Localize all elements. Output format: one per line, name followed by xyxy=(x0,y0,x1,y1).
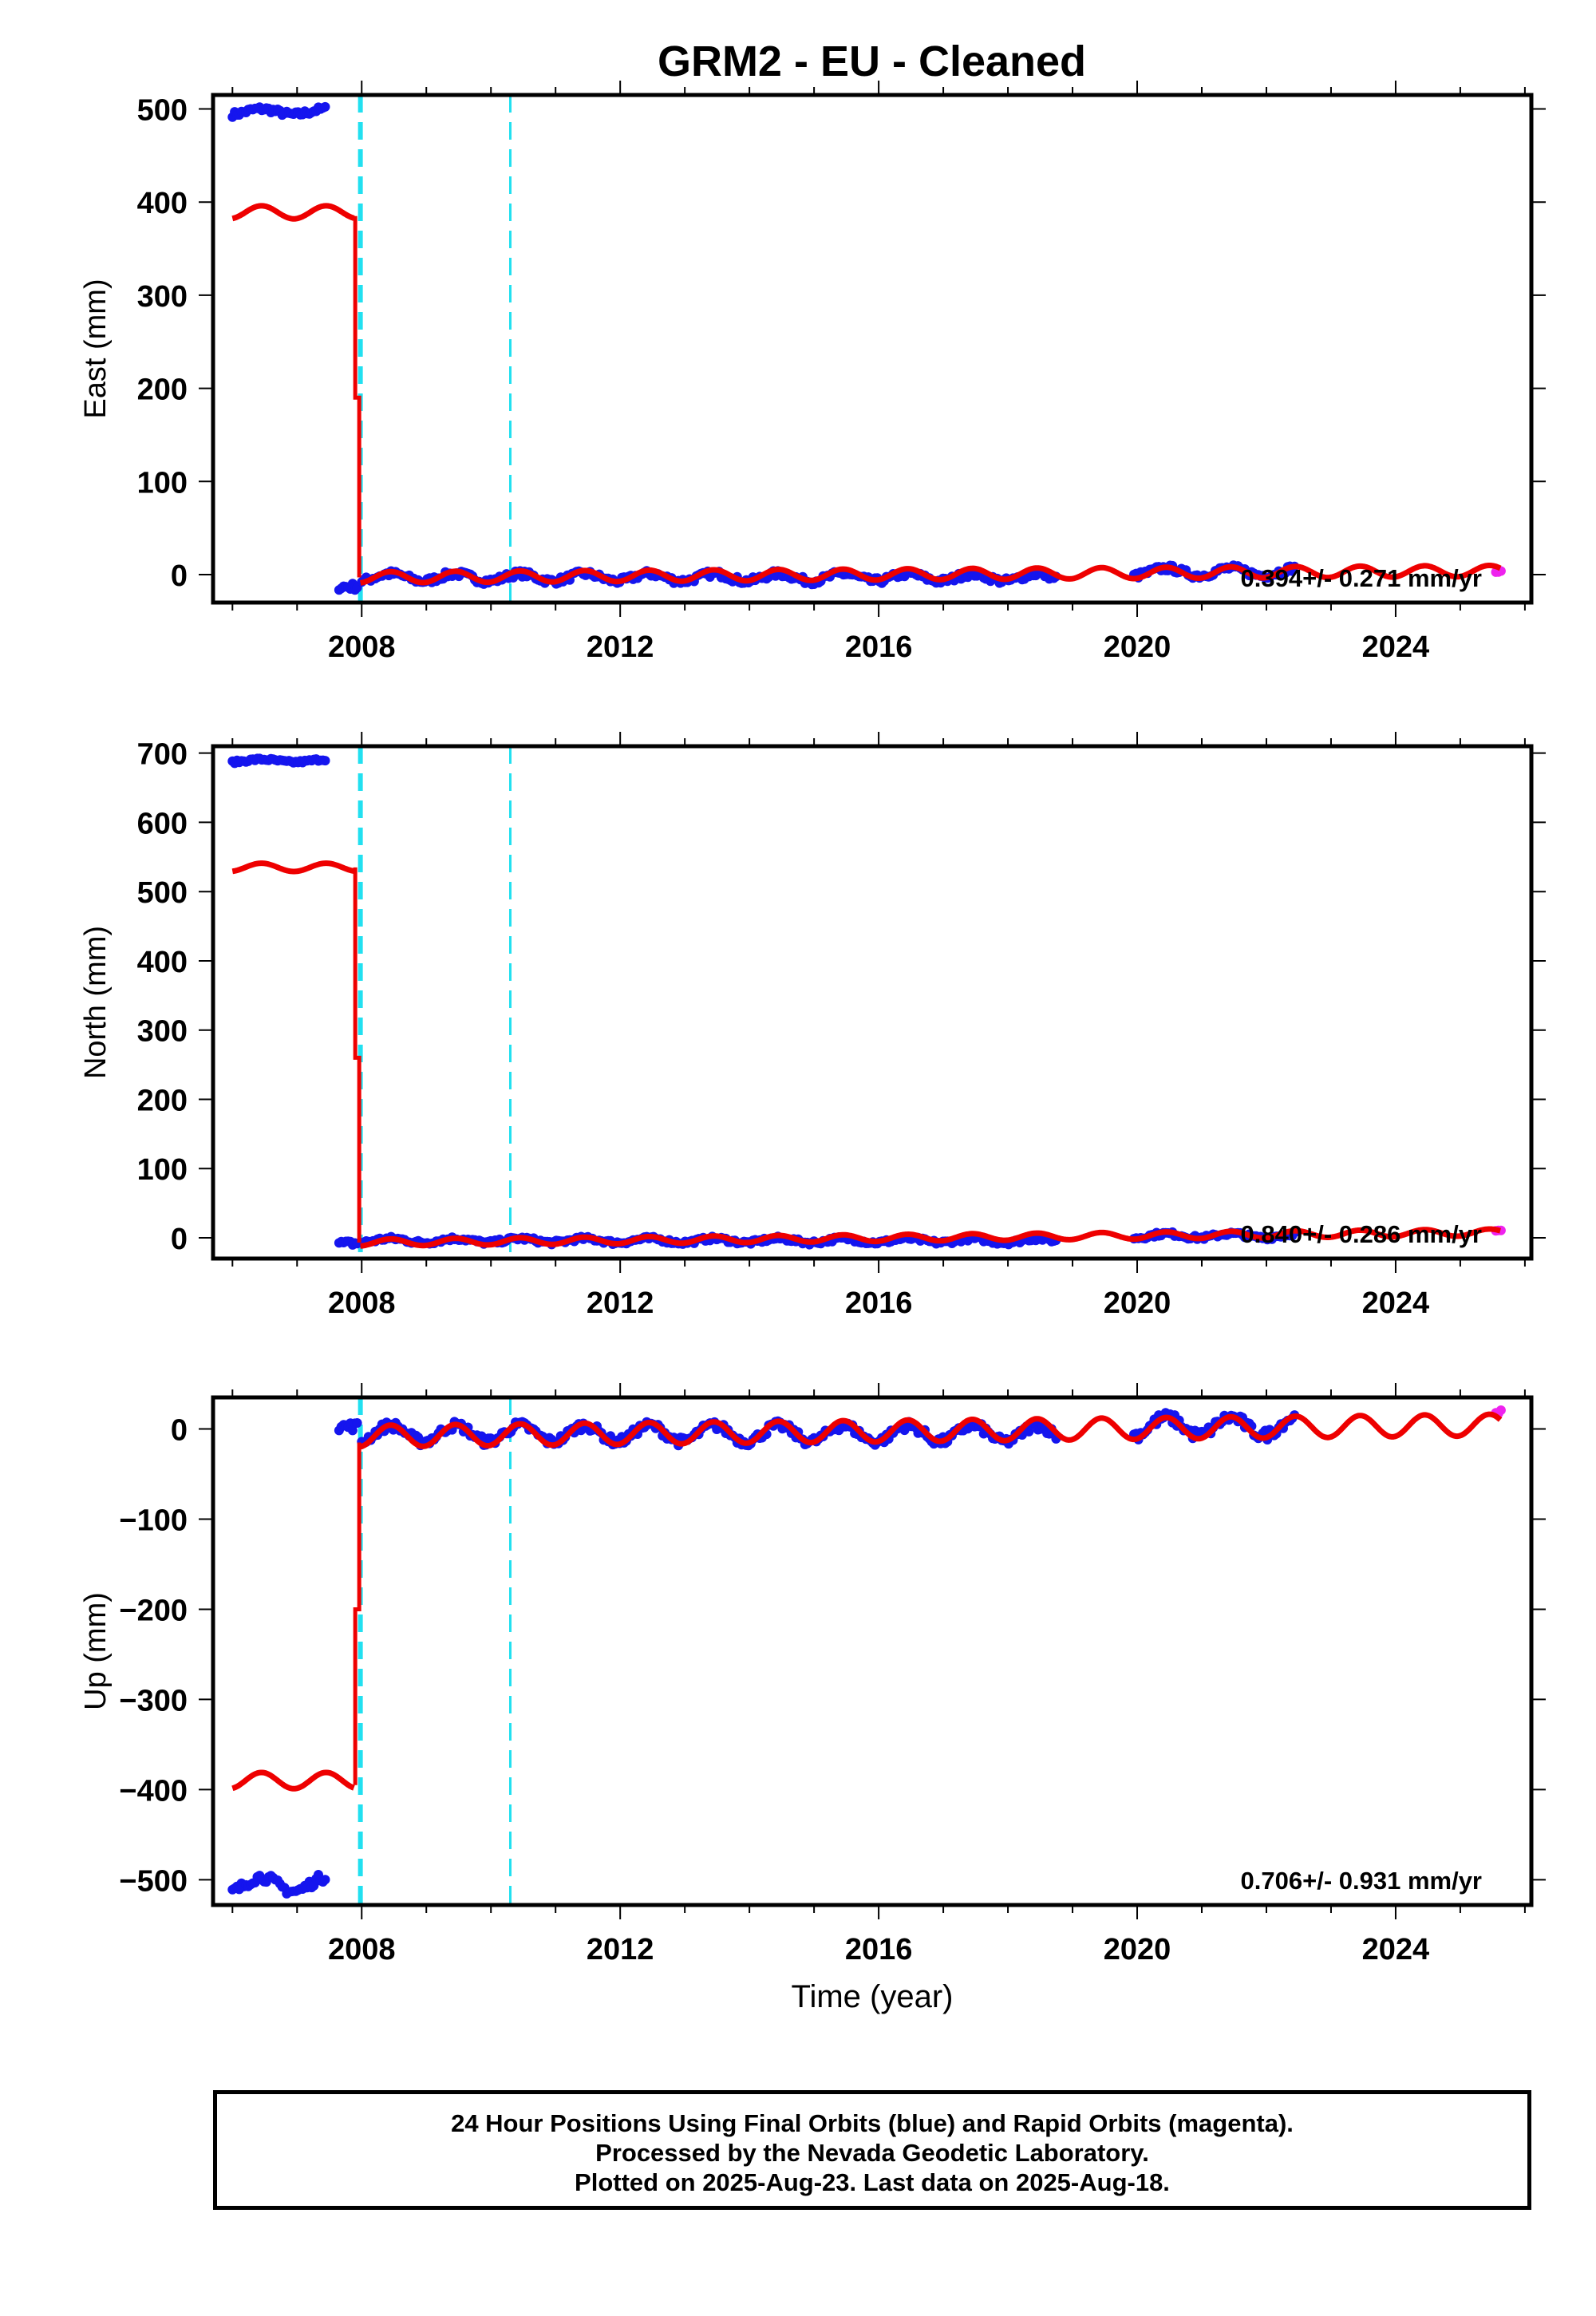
plot-frame xyxy=(211,93,1534,605)
x-tick-label: 2016 xyxy=(845,1286,913,1320)
footer-line-2: Processed by the Nevada Geodetic Laborat… xyxy=(595,2139,1149,2167)
footer-line-3: Plotted on 2025-Aug-23. Last data on 202… xyxy=(575,2168,1170,2196)
y-tick-label: 200 xyxy=(137,1084,188,1117)
x-tick-label: 2012 xyxy=(587,1286,654,1320)
up-axis-label: Up (mm) xyxy=(79,1592,113,1710)
y-tick-label: −100 xyxy=(119,1504,188,1538)
y-tick-label: 0 xyxy=(171,1414,188,1448)
plot-frame xyxy=(211,744,1534,1261)
x-tick-label: 2016 xyxy=(845,1933,913,1966)
model-line xyxy=(358,563,1502,586)
y-tick-label: 100 xyxy=(137,1153,188,1187)
y-tick-label: 0 xyxy=(171,559,188,593)
north-axis-label: North (mm) xyxy=(79,926,113,1079)
x-tick-label: 2012 xyxy=(587,630,654,664)
final-orbit-point xyxy=(320,756,330,766)
y-tick-label: 600 xyxy=(137,807,188,840)
time-series-plots: 2008 2012 2016 2020 2024 0 100 200 300 400 500 East… xyxy=(79,81,1546,2014)
up-panel: 2008 2012 2016 2020 2024 −500 −400 −300 −200 −100… xyxy=(79,1383,1546,1966)
y-tick-label: 300 xyxy=(137,280,188,314)
y-tick-label: 500 xyxy=(137,876,188,910)
east-axis-label: East (mm) xyxy=(79,279,113,418)
final-orbit-point xyxy=(352,1418,362,1428)
y-tick-label: 700 xyxy=(137,738,188,772)
model-offset-step xyxy=(353,867,361,1243)
y-tick-label: −200 xyxy=(119,1594,188,1627)
plot-frame xyxy=(211,1395,1534,1907)
y-tick-label: 0 xyxy=(171,1223,188,1256)
footer-box: 24 Hour Positions Using Final Orbits (bl… xyxy=(213,2090,1531,2210)
model-line xyxy=(231,1769,356,1792)
footer-line-1: 24 Hour Positions Using Final Orbits (bl… xyxy=(451,2109,1294,2137)
velocity-label: 0.840+/- 0.286 mm/yr xyxy=(1241,1220,1482,1248)
y-tick-label: 400 xyxy=(137,187,188,220)
chart-title: GRM2 - EU - Cleaned xyxy=(657,38,1087,85)
rapid-orbit-point xyxy=(1495,1405,1506,1415)
x-tick-label: 2016 xyxy=(845,630,913,664)
y-tick-label: 100 xyxy=(137,466,188,500)
velocity-label: 0.706+/- 0.931 mm/yr xyxy=(1241,1867,1482,1895)
x-tick-label: 2020 xyxy=(1104,1933,1171,1966)
y-tick-label: −400 xyxy=(119,1774,188,1808)
model-line xyxy=(231,860,356,875)
final-orbit-point xyxy=(347,1425,358,1436)
x-tick-label: 2012 xyxy=(587,1933,654,1966)
x-tick-label: 2008 xyxy=(328,630,396,664)
y-tick-label: −500 xyxy=(119,1864,188,1898)
x-tick-label: 2008 xyxy=(328,1933,396,1966)
velocity-label: 0.394+/- 0.271 mm/yr xyxy=(1241,564,1482,592)
final-orbit-point xyxy=(320,101,330,112)
model-offset-step xyxy=(353,1442,361,1785)
y-tick-label: 400 xyxy=(137,946,188,979)
model-line xyxy=(358,1411,1503,1450)
north-panel: 2008 2012 2016 2020 2024 0 100 200 300 400 500 600 7… xyxy=(79,732,1546,1320)
final-orbit-point xyxy=(320,1875,330,1885)
x-axis-label: Time (year) xyxy=(792,1979,954,2014)
y-tick-label: −300 xyxy=(119,1684,188,1717)
east-panel: 2008 2012 2016 2020 2024 0 100 200 300 400 500 East… xyxy=(79,81,1546,664)
model-line xyxy=(358,1226,1502,1249)
y-tick-label: 500 xyxy=(137,94,188,128)
x-tick-label: 2020 xyxy=(1104,1286,1171,1320)
y-tick-label: 200 xyxy=(137,373,188,407)
x-tick-label: 2024 xyxy=(1362,1286,1430,1320)
x-tick-label: 2024 xyxy=(1362,630,1430,664)
x-tick-label: 2024 xyxy=(1362,1933,1430,1966)
x-tick-label: 2020 xyxy=(1104,630,1171,664)
y-tick-label: 300 xyxy=(137,1015,188,1049)
model-line xyxy=(231,203,356,222)
model-offset-step xyxy=(353,215,361,578)
x-tick-label: 2008 xyxy=(328,1286,396,1320)
